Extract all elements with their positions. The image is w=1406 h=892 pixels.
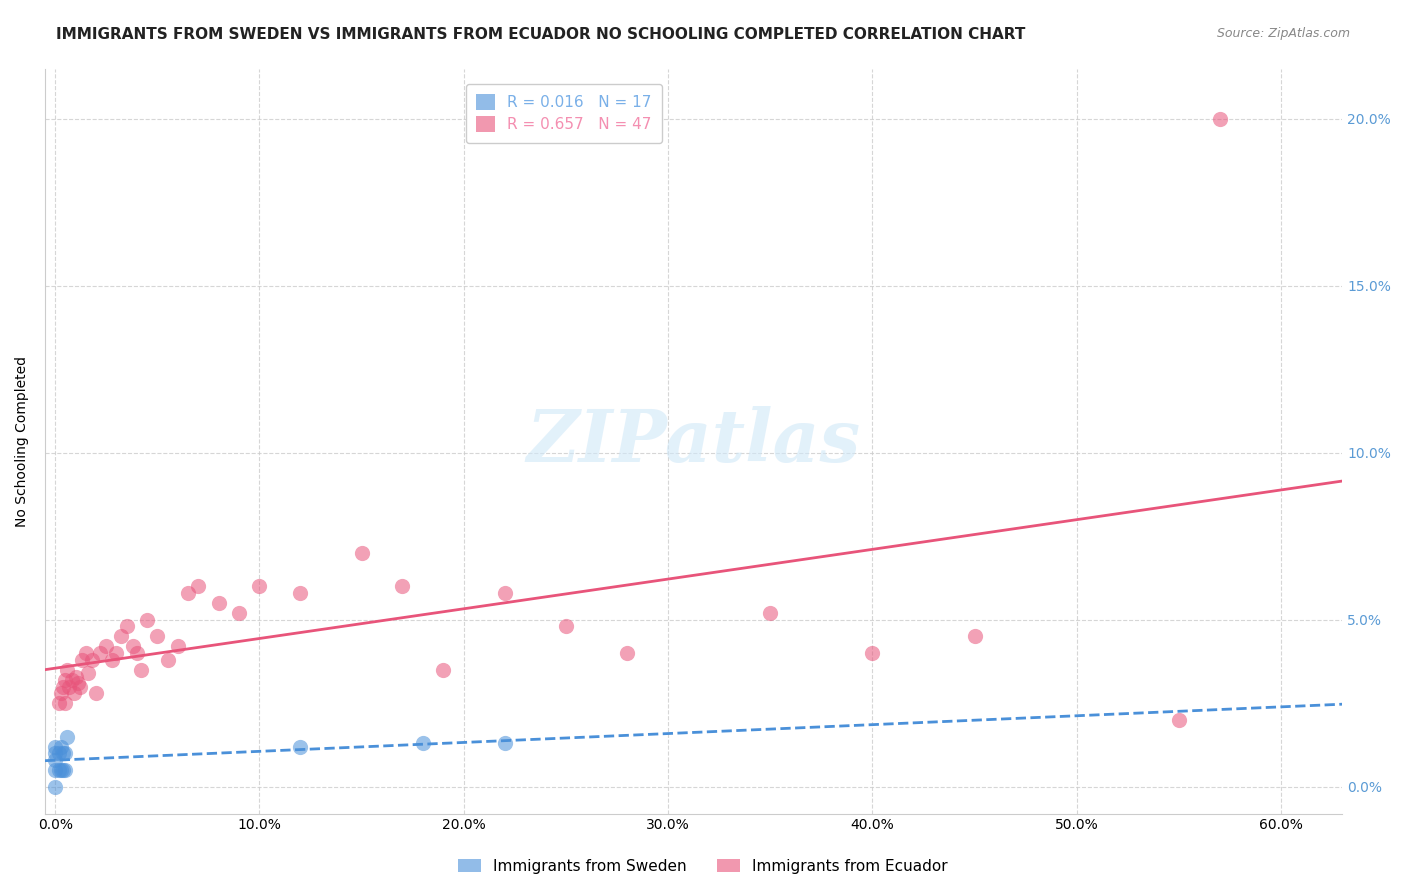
- Point: [412, 736, 434, 750]
- Point: [350, 546, 373, 560]
- Point: [55, 673, 77, 687]
- Point: [58, 680, 80, 694]
- Point: [290, 739, 312, 754]
- Point: [136, 613, 159, 627]
- Point: [555, 619, 578, 633]
- Point: [1208, 112, 1230, 126]
- Point: [249, 579, 271, 593]
- Point: [963, 630, 986, 644]
- Point: [860, 646, 883, 660]
- Point: [55, 763, 77, 777]
- Point: [1167, 713, 1189, 727]
- Text: ZIPatlas: ZIPatlas: [527, 406, 860, 476]
- Point: [391, 579, 413, 593]
- Point: [156, 653, 179, 667]
- Point: [55, 747, 77, 761]
- Point: [52, 747, 75, 761]
- Point: [129, 663, 152, 677]
- Point: [290, 586, 312, 600]
- Point: [84, 686, 107, 700]
- Point: [70, 653, 93, 667]
- Point: [51, 739, 73, 754]
- Point: [166, 640, 188, 654]
- Point: [616, 646, 638, 660]
- Point: [66, 676, 89, 690]
- Point: [56, 730, 79, 744]
- Point: [121, 640, 143, 654]
- Point: [52, 763, 75, 777]
- Point: [80, 653, 103, 667]
- Point: [62, 686, 84, 700]
- Legend: Immigrants from Sweden, Immigrants from Ecuador: Immigrants from Sweden, Immigrants from …: [451, 853, 955, 880]
- Point: [44, 747, 66, 761]
- Point: [96, 640, 118, 654]
- Y-axis label: No Schooling Completed: No Schooling Completed: [15, 356, 30, 526]
- Legend: R = 0.016   N = 17, R = 0.657   N = 47: R = 0.016 N = 17, R = 0.657 N = 47: [465, 84, 662, 143]
- Point: [187, 579, 209, 593]
- Point: [52, 680, 75, 694]
- Point: [101, 653, 124, 667]
- Point: [125, 646, 148, 660]
- Point: [494, 736, 516, 750]
- Point: [115, 619, 138, 633]
- Text: Source: ZipAtlas.com: Source: ZipAtlas.com: [1216, 27, 1350, 40]
- Point: [65, 669, 87, 683]
- Point: [44, 739, 66, 754]
- Point: [48, 763, 70, 777]
- Point: [75, 646, 97, 660]
- Point: [48, 747, 70, 761]
- Point: [228, 606, 250, 620]
- Point: [759, 606, 782, 620]
- Text: IMMIGRANTS FROM SWEDEN VS IMMIGRANTS FROM ECUADOR NO SCHOOLING COMPLETED CORRELA: IMMIGRANTS FROM SWEDEN VS IMMIGRANTS FRO…: [56, 27, 1025, 42]
- Point: [69, 680, 91, 694]
- Point: [48, 696, 70, 710]
- Point: [89, 646, 111, 660]
- Point: [56, 663, 79, 677]
- Point: [51, 763, 73, 777]
- Point: [51, 686, 73, 700]
- Point: [146, 630, 169, 644]
- Point: [207, 596, 229, 610]
- Point: [44, 763, 66, 777]
- Point: [44, 753, 66, 767]
- Point: [44, 780, 66, 794]
- Point: [177, 586, 200, 600]
- Point: [55, 696, 77, 710]
- Point: [110, 630, 132, 644]
- Point: [494, 586, 516, 600]
- Point: [76, 666, 98, 681]
- Point: [105, 646, 128, 660]
- Point: [60, 673, 83, 687]
- Point: [432, 663, 454, 677]
